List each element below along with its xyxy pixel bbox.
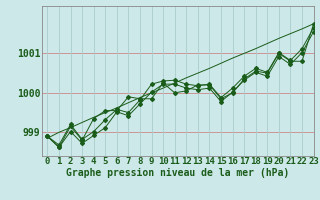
- X-axis label: Graphe pression niveau de la mer (hPa): Graphe pression niveau de la mer (hPa): [66, 168, 289, 178]
